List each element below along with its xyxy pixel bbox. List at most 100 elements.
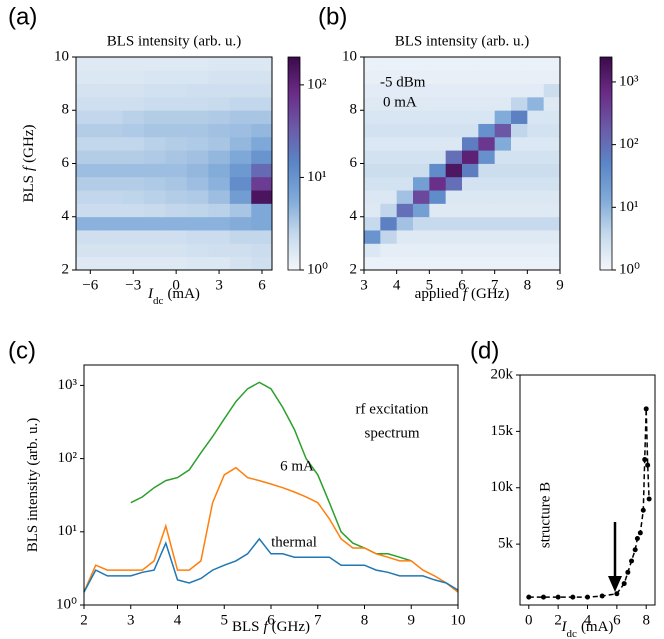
heatmap-cell xyxy=(364,163,381,178)
heatmap-cell xyxy=(429,136,447,151)
heatmap-cell xyxy=(364,243,381,258)
heatmap-cell xyxy=(380,230,398,244)
heatmap-cell xyxy=(364,256,381,271)
series-line xyxy=(83,537,459,593)
heatmap-cell xyxy=(380,150,398,164)
heatmap-cell xyxy=(165,243,188,258)
heatmap-cell xyxy=(429,96,447,111)
x-tick-label: 5 xyxy=(221,612,229,628)
heatmap-cell xyxy=(101,203,123,218)
chart-title: BLS intensity (arb. u.) xyxy=(107,33,242,49)
heatmap-cell xyxy=(229,57,252,71)
arrow-head xyxy=(608,576,622,592)
heatmap-cell xyxy=(122,136,145,151)
heatmap-cell xyxy=(494,57,512,71)
heatmap-cell xyxy=(208,96,231,111)
heatmap-cell xyxy=(527,70,545,85)
heatmap-cell xyxy=(527,243,545,258)
series-marker xyxy=(629,558,635,564)
heatmap-cell xyxy=(208,176,231,191)
heatmap-cell xyxy=(251,70,273,85)
heatmap-cell xyxy=(478,203,496,218)
heatmap-cell xyxy=(511,83,528,98)
heatmap-cell xyxy=(251,216,273,231)
heatmap-cell xyxy=(494,150,512,164)
heatmap-cell xyxy=(494,216,512,231)
panel-label: (a) xyxy=(8,3,37,30)
heatmap-cell xyxy=(229,123,252,138)
heatmap-cell xyxy=(364,136,381,151)
label-part: (mA) xyxy=(581,619,614,635)
heatmap-cell xyxy=(494,163,512,178)
heatmap-cell xyxy=(208,136,231,151)
heatmap-cell xyxy=(396,216,414,231)
heatmap-cell xyxy=(122,176,145,191)
heatmap-cell xyxy=(396,57,414,71)
heatmap-cell xyxy=(462,243,479,258)
heatmap-cell xyxy=(186,70,209,85)
heatmap-cell xyxy=(251,176,273,191)
heatmap-cell xyxy=(462,190,479,204)
annotation: 0 mA xyxy=(383,94,417,110)
heatmap-cell xyxy=(186,123,209,138)
heatmap-cell xyxy=(229,83,252,98)
heatmap-cell xyxy=(251,123,273,138)
x-tick-label: 9 xyxy=(408,612,416,628)
label-part: (GHz) xyxy=(21,124,37,162)
heatmap-cell xyxy=(101,70,123,85)
x-tick-label: 10 xyxy=(451,612,466,628)
heatmap-cell xyxy=(494,83,512,98)
heatmap-cell xyxy=(186,163,209,178)
heatmap-cell xyxy=(76,163,102,178)
heatmap-cell xyxy=(186,150,209,164)
heatmap-cell xyxy=(511,176,528,191)
y-axis-label: BLS intensity (arb. u.) xyxy=(25,418,41,553)
heatmap-cell xyxy=(364,150,381,164)
arrow xyxy=(608,522,622,592)
x-tick-label: 3 xyxy=(127,612,135,628)
heatmap-cell xyxy=(364,83,381,98)
x-axis-label: Idc (mA) xyxy=(147,286,200,306)
series-marker xyxy=(632,547,638,553)
heatmap-cell xyxy=(251,136,273,151)
series-marker xyxy=(570,594,576,600)
heatmap-cell xyxy=(143,203,166,218)
heatmap-cell xyxy=(143,150,166,164)
heatmap-cell xyxy=(380,70,398,85)
heatmap-cell xyxy=(478,150,496,164)
heatmap-cell xyxy=(429,243,447,258)
heatmap-cell xyxy=(165,150,188,164)
heatmap-cell xyxy=(429,83,447,98)
heatmap-cell xyxy=(143,163,166,178)
heatmap-cell xyxy=(101,243,123,258)
heatmap-cell xyxy=(76,123,102,138)
heatmap-cell xyxy=(478,83,496,98)
heatmap-cell xyxy=(527,256,545,271)
heatmap-cell xyxy=(445,216,463,231)
heatmap-cell xyxy=(380,243,398,258)
x-tick-label: −3 xyxy=(125,277,141,293)
heatmap-cell xyxy=(208,83,231,98)
heatmap-cell xyxy=(543,243,561,258)
heatmap-cell xyxy=(76,203,102,218)
x-tick-label: 5 xyxy=(426,277,434,293)
heatmap-cell xyxy=(478,216,496,231)
y-tick-label: 4 xyxy=(350,208,358,224)
heatmap-cell xyxy=(396,96,414,111)
heatmap-cell xyxy=(511,216,528,231)
heatmap-cell xyxy=(380,110,398,124)
heatmap-cell xyxy=(527,163,545,178)
heatmap-cell xyxy=(543,256,561,271)
x-tick-label: 8 xyxy=(642,612,650,628)
x-tick-label: 0 xyxy=(525,612,533,628)
heatmap-cell xyxy=(76,96,102,111)
heatmap-cell xyxy=(122,123,145,138)
heatmap-cell xyxy=(494,203,512,218)
heatmap-cell xyxy=(165,163,188,178)
heatmap-cell xyxy=(511,256,528,271)
heatmap-cell xyxy=(380,256,398,271)
heatmap-cell xyxy=(208,230,231,244)
colorbar-tick-label: 10² xyxy=(307,76,327,92)
heatmap-cell xyxy=(511,70,528,85)
heatmap-cell xyxy=(122,216,145,231)
